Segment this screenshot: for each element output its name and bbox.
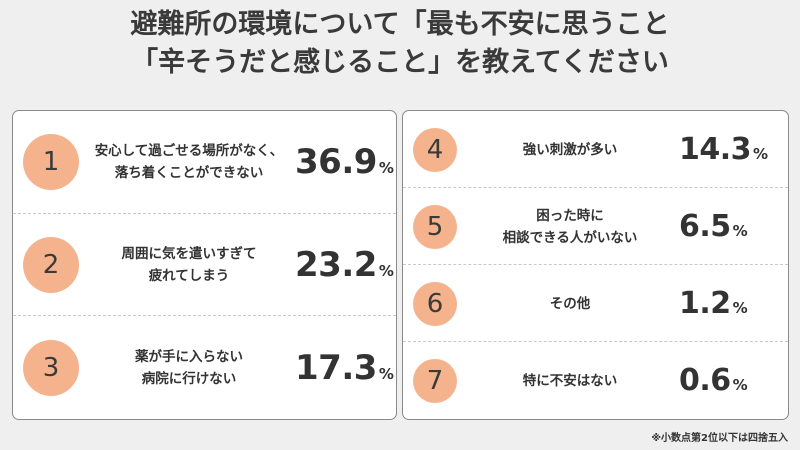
- rank-value-number-1: 36.9: [295, 142, 377, 183]
- rank-label-4: 強い刺激が多い: [522, 141, 618, 158]
- rank-row-7: 7 特に不安はない 0.6%: [403, 342, 788, 419]
- rank-row-3: 3 薬が手に入らない 病院に行けない 17.3%: [13, 316, 396, 419]
- rank-value-4: 14.3%: [679, 132, 768, 167]
- rank-value-unit-4: %: [753, 145, 769, 163]
- rank-label-2: 周囲に気を遣いすぎて 疲れてしまう: [121, 245, 257, 284]
- rank-badge-4: 4: [413, 127, 457, 172]
- rank-row-5: 5 困った時に 相談できる人がいない 6.5%: [403, 188, 788, 265]
- ranking-panel-right: 4 強い刺激が多い 14.3% 5 困った時に 相談できる人がいない 6.5% 6 その他 1.…: [402, 110, 789, 420]
- rank-label-5: 困った時に 相談できる人がいない: [502, 207, 638, 246]
- rank-value-unit-5: %: [732, 222, 748, 240]
- rank-label-6: その他: [549, 295, 591, 312]
- rank-row-2: 2 周囲に気を遣いすぎて 疲れてしまう 23.2%: [13, 214, 396, 317]
- rank-value-2: 23.2%: [295, 245, 394, 285]
- rank-value-number-6: 1.2: [679, 286, 731, 321]
- rank-label-3: 薬が手に入らない 病院に行けない: [135, 348, 243, 387]
- rank-badge-6: 6: [413, 281, 457, 326]
- rank-badge-1: 1: [23, 134, 79, 191]
- rank-value-unit-6: %: [732, 299, 748, 317]
- title-line-2: 「辛そうだと感じること」を教えてください: [131, 47, 669, 78]
- rank-value-number-7: 0.6: [679, 363, 731, 398]
- footnote: ※小数点第2位以下は四捨五入: [651, 433, 788, 444]
- rank-badge-2: 2: [23, 236, 79, 293]
- rank-value-unit-2: %: [378, 261, 394, 280]
- rank-row-4: 4 強い刺激が多い 14.3%: [403, 111, 788, 188]
- rank-badge-5: 5: [413, 204, 457, 249]
- rank-value-3: 17.3%: [295, 348, 394, 388]
- rank-badge-3: 3: [23, 339, 79, 396]
- rank-value-unit-3: %: [378, 364, 394, 383]
- rank-value-unit-7: %: [732, 376, 748, 394]
- rank-value-5: 6.5%: [679, 209, 748, 244]
- rank-value-1: 36.9%: [295, 142, 394, 182]
- rank-value-unit-1: %: [378, 159, 394, 178]
- ranking-panel-left: 1 安心して過ごせる場所がなく、 落ち着くことができない 36.9% 2 周囲に気を遣い…: [12, 110, 397, 420]
- rank-value-number-2: 23.2: [295, 244, 377, 285]
- rank-label-7: 特に不安はない: [522, 372, 618, 389]
- rank-row-1: 1 安心して過ごせる場所がなく、 落ち着くことができない 36.9%: [13, 111, 396, 214]
- rank-value-7: 0.6%: [679, 363, 748, 398]
- title-line-1: 避難所の環境について「最も不安に思うこと: [130, 9, 670, 40]
- rank-value-number-5: 6.5: [679, 209, 731, 244]
- rank-row-6: 6 その他 1.2%: [403, 265, 788, 342]
- rank-badge-7: 7: [413, 358, 457, 403]
- rank-label-1: 安心して過ごせる場所がなく、 落ち着くことができない: [94, 143, 284, 182]
- rank-value-number-4: 14.3: [679, 132, 752, 167]
- rank-value-6: 1.2%: [679, 286, 748, 321]
- rank-value-number-3: 17.3: [295, 347, 377, 388]
- chart-title: 避難所の環境について「最も不安に思うこと 「辛そうだと感じること」を教えてくださ…: [0, 6, 800, 82]
